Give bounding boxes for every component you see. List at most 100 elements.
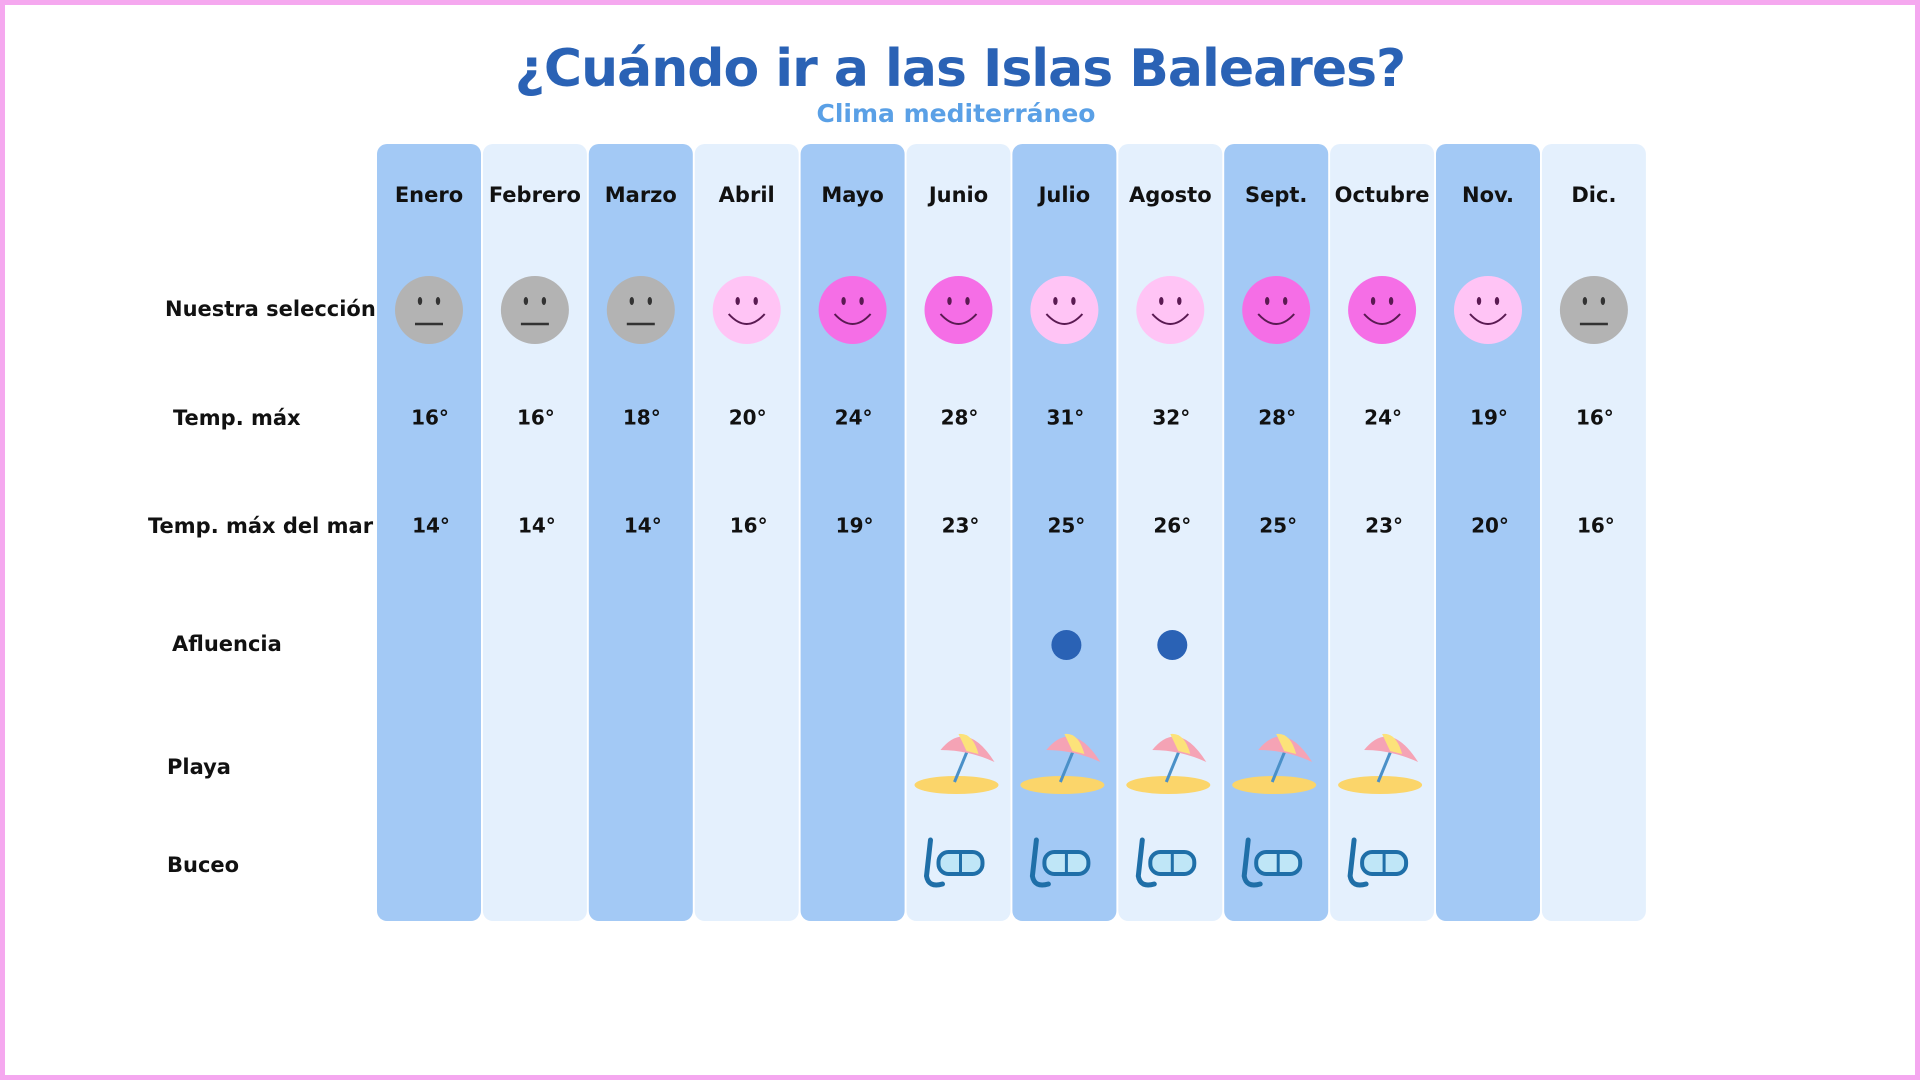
- face: [395, 276, 463, 344]
- row-label: Temp. máx: [173, 406, 301, 430]
- rating-face: [395, 276, 463, 344]
- temp-mar: 25°: [1047, 514, 1085, 538]
- temp-max: 24°: [1364, 406, 1402, 430]
- mouth: [1469, 313, 1507, 325]
- canopy-stripe: [1382, 733, 1403, 754]
- eye: [1283, 297, 1288, 305]
- month-label: Mayo: [821, 183, 884, 207]
- month-label: Enero: [395, 183, 463, 207]
- face: [712, 276, 781, 344]
- row-label: Nuestra selección: [165, 297, 376, 321]
- temp-max: 16°: [411, 406, 449, 430]
- eye: [1600, 297, 1606, 305]
- subtitle: Clima mediterráneo: [817, 99, 1096, 128]
- snorkel-tube: [1135, 837, 1157, 888]
- crowd-dot: [1157, 630, 1188, 660]
- mouth: [833, 313, 872, 325]
- rating-face: [1454, 276, 1522, 344]
- face: [1348, 276, 1417, 344]
- eye: [753, 297, 758, 305]
- canopy-stripe: [1170, 733, 1191, 754]
- eye: [417, 297, 423, 305]
- sand: [1020, 776, 1105, 794]
- snorkel-icon: [1135, 837, 1197, 888]
- eye: [541, 297, 547, 305]
- month-column: [1330, 144, 1435, 921]
- snorkel-icon: [923, 837, 985, 888]
- rating-face: [924, 276, 993, 344]
- month-column: [694, 144, 799, 921]
- sand: [1126, 776, 1211, 794]
- eye: [1177, 297, 1182, 305]
- pole: [1059, 747, 1076, 783]
- temp-mar: 16°: [730, 514, 768, 538]
- temp-mar: 19°: [836, 514, 874, 538]
- month-label: Marzo: [605, 183, 677, 207]
- month-column: [482, 144, 587, 921]
- month-label: Julio: [1037, 183, 1091, 207]
- temp-mar: 23°: [942, 514, 980, 538]
- canopy-stripe: [1064, 733, 1085, 754]
- row-label: Temp. máx del mar: [148, 514, 374, 538]
- face: [1030, 276, 1099, 344]
- rating-face: [818, 276, 887, 344]
- eye: [435, 297, 441, 305]
- snorkel-tube: [1029, 837, 1051, 888]
- row-label: Buceo: [167, 853, 239, 877]
- eye: [1476, 297, 1482, 305]
- month-column: [1118, 144, 1223, 921]
- mouth: [727, 313, 766, 325]
- temp-max: 16°: [517, 406, 555, 430]
- eye: [859, 297, 864, 305]
- month-column: [588, 144, 693, 921]
- face: [818, 276, 887, 344]
- rating-face: [1559, 276, 1628, 344]
- face: [1559, 276, 1628, 344]
- eye: [1370, 297, 1376, 305]
- rating-face: [1242, 276, 1311, 344]
- temp-max: 20°: [729, 406, 767, 430]
- month-column: [1541, 144, 1646, 921]
- pole: [1164, 747, 1182, 783]
- face: [1136, 276, 1205, 344]
- eye: [629, 297, 634, 305]
- month-column: [1012, 144, 1117, 921]
- beach-icon: [1232, 733, 1317, 794]
- temp-mar: 14°: [518, 514, 556, 538]
- snorkel-tube: [1347, 837, 1369, 888]
- temp-mar: 20°: [1471, 514, 1509, 538]
- temp-mar: 23°: [1365, 514, 1403, 538]
- canopy-stripe: [958, 733, 979, 754]
- rating-face: [606, 276, 675, 344]
- row-label: Playa: [167, 755, 231, 779]
- face: [500, 276, 569, 344]
- mouth: [1363, 313, 1401, 325]
- eye: [1159, 297, 1164, 305]
- eye: [647, 297, 652, 305]
- month-label: Febrero: [489, 183, 581, 207]
- beach-icon: [1338, 733, 1423, 794]
- eye: [947, 297, 952, 305]
- temp-max: 28°: [941, 406, 979, 430]
- month-column: [800, 144, 905, 921]
- rating-face: [1030, 276, 1099, 344]
- sand: [1232, 776, 1317, 794]
- mouth: [939, 313, 978, 325]
- face: [1454, 276, 1522, 344]
- temp-max: 18°: [623, 406, 661, 430]
- snorkel-icon: [1347, 837, 1409, 888]
- title: ¿Cuándo ir a las Islas Baleares?: [515, 39, 1405, 99]
- eye: [1494, 297, 1500, 305]
- mouth: [1151, 313, 1190, 325]
- face: [606, 276, 675, 344]
- eye: [841, 297, 846, 305]
- beach-icon: [1020, 733, 1105, 794]
- rating-face: [500, 276, 569, 344]
- temp-max: 32°: [1152, 406, 1190, 430]
- temp-mar: 14°: [624, 514, 662, 538]
- temp-max: 31°: [1046, 406, 1084, 430]
- eye: [965, 297, 970, 305]
- beach-icon: [1126, 733, 1211, 794]
- temp-max: 19°: [1470, 406, 1508, 430]
